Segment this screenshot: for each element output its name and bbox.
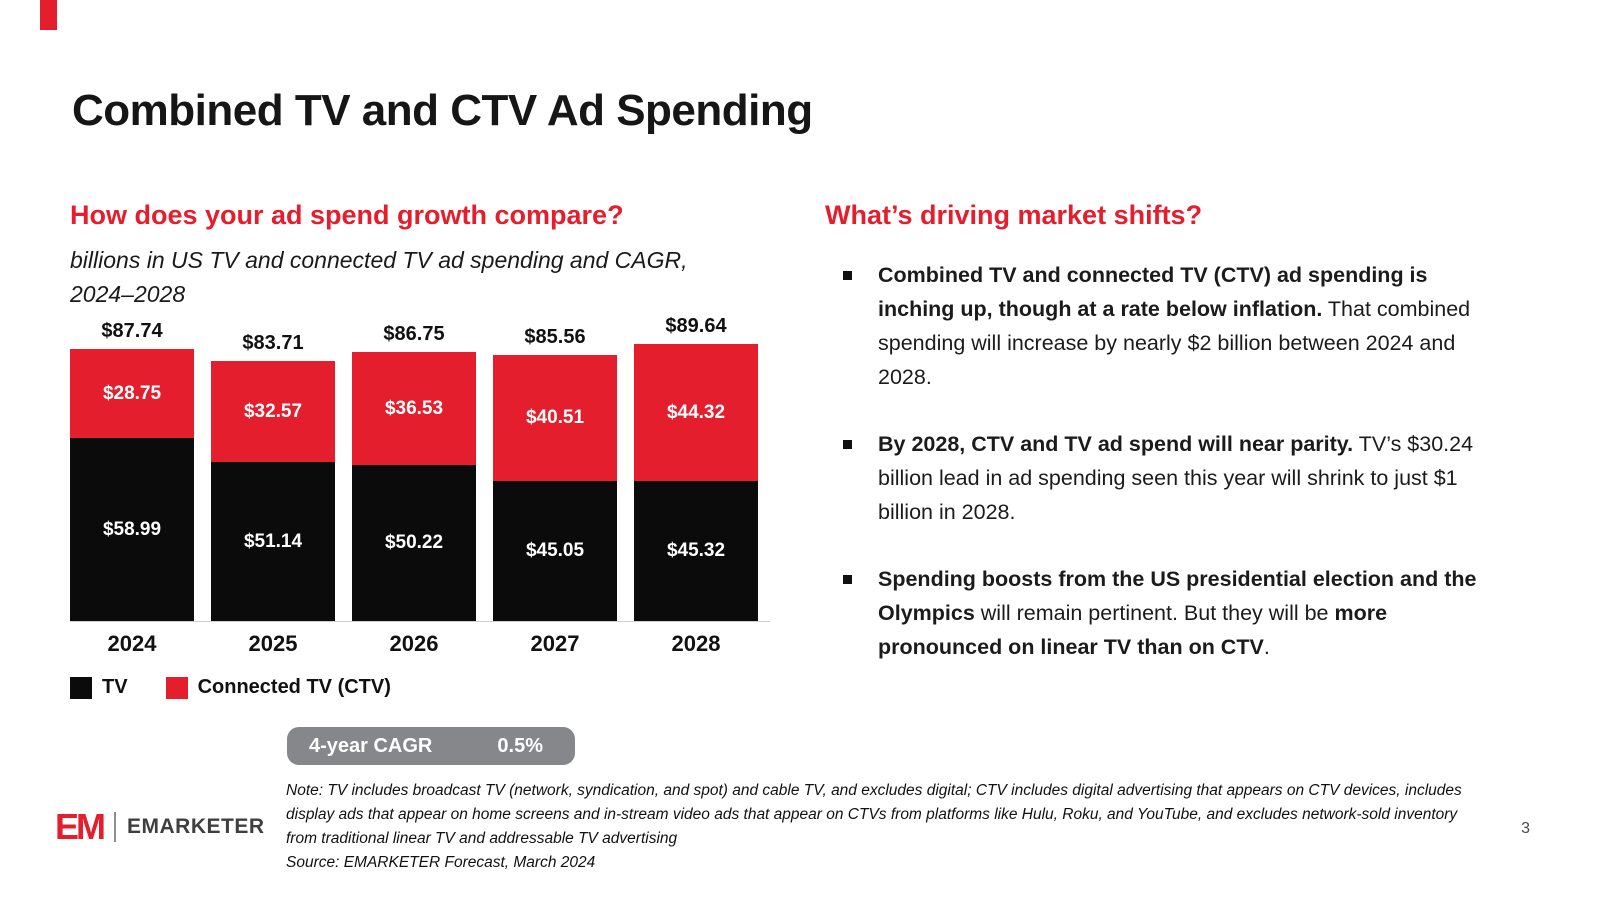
bar-segment-tv: $45.32 bbox=[634, 481, 758, 621]
bullet-text: By 2028, CTV and TV ad spend will near p… bbox=[878, 427, 1505, 529]
bullet-item: Spending boosts from the US presidential… bbox=[843, 562, 1505, 664]
stacked-bar-chart: $87.74 $28.75 $58.99 $83.71 $32.57 $51.14 $86.… bbox=[70, 312, 770, 657]
bar-segment-ctv: $40.51 bbox=[493, 355, 617, 481]
legend-item-tv: TV bbox=[70, 676, 128, 699]
bullet-normal: . bbox=[1263, 635, 1270, 659]
bullet-item: Combined TV and connected TV (CTV) ad sp… bbox=[843, 258, 1505, 394]
x-axis-label: 2024 bbox=[107, 631, 157, 656]
page-title: Combined TV and CTV Ad Spending bbox=[72, 86, 813, 135]
bar-segment-tv: $50.22 bbox=[352, 465, 476, 621]
cagr-label: 4-year CAGR bbox=[309, 734, 433, 757]
bar-column-2026: $86.75 $36.53 $50.22 bbox=[352, 323, 476, 621]
bar-total-label: $87.74 bbox=[101, 320, 163, 342]
bar-segment-ctv: $32.57 bbox=[211, 361, 335, 462]
page-number: 3 bbox=[1521, 820, 1530, 837]
bar-column-2027: $85.56 $40.51 $45.05 bbox=[493, 326, 617, 621]
legend-item-ctv: Connected TV (CTV) bbox=[165, 676, 391, 699]
cagr-pill: 4-year CAGR 0.5% bbox=[287, 727, 575, 765]
bullet-text: Combined TV and connected TV (CTV) ad sp… bbox=[878, 258, 1505, 394]
bar-total-label: $83.71 bbox=[242, 332, 304, 354]
legend-swatch-ctv bbox=[165, 676, 188, 699]
bullet-normal: That combined spending will increase by … bbox=[878, 297, 1471, 389]
bar-total-label: $89.64 bbox=[665, 315, 727, 337]
bullet-bold: Spending boosts from the US presidential… bbox=[878, 567, 1477, 625]
bar-segment-tv: $51.14 bbox=[211, 462, 335, 621]
bullet-marker-icon bbox=[843, 440, 852, 449]
logo-mark: EM bbox=[55, 806, 106, 847]
red-corner-mark bbox=[40, 0, 57, 30]
bullet-item: By 2028, CTV and TV ad spend will near p… bbox=[843, 427, 1505, 529]
legend-label-tv: TV bbox=[102, 676, 128, 698]
cagr-value: 0.5% bbox=[497, 734, 543, 757]
bar-segment-ctv: $28.75 bbox=[70, 349, 194, 438]
bar-total-label: $86.75 bbox=[383, 323, 445, 345]
x-axis-label: 2026 bbox=[389, 631, 439, 656]
bullet-bold: Combined TV and connected TV (CTV) ad sp… bbox=[878, 263, 1428, 321]
bar-segment-ctv: $36.53 bbox=[352, 352, 476, 465]
logo-wordmark: EMARKETER bbox=[127, 815, 265, 838]
chart-legend: TV Connected TV (CTV) bbox=[70, 676, 391, 699]
bullet-bold: By 2028, CTV and TV ad spend will near p… bbox=[878, 432, 1354, 456]
bullet-normal: will remain pertinent. But they will be bbox=[974, 601, 1335, 625]
x-axis-label: 2025 bbox=[248, 631, 298, 656]
bar-total-label: $85.56 bbox=[524, 326, 586, 348]
insights-heading: What’s driving market shifts? bbox=[825, 200, 1203, 230]
x-axis-label: 2028 bbox=[671, 631, 721, 656]
bullet-marker-icon bbox=[843, 271, 852, 280]
bar-column-2028: $89.64 $44.32 $45.32 bbox=[634, 315, 758, 621]
bullet-list: Combined TV and connected TV (CTV) ad sp… bbox=[843, 258, 1505, 697]
bullet-text: Spending boosts from the US presidential… bbox=[878, 562, 1505, 664]
chart-subtitle: billions in US TV and connected TV ad sp… bbox=[70, 247, 688, 307]
bar-chart-plot-area: $87.74 $28.75 $58.99 $83.71 $32.57 $51.14 $86.… bbox=[70, 312, 770, 622]
logo-divider bbox=[114, 812, 116, 842]
bar-segment-tv: $58.99 bbox=[70, 438, 194, 621]
legend-label-ctv: Connected TV (CTV) bbox=[197, 676, 391, 698]
footer-note: Note: TV includes broadcast TV (network,… bbox=[286, 782, 1462, 847]
x-axis-label: 2027 bbox=[530, 631, 580, 656]
bar-segment-tv: $45.05 bbox=[493, 481, 617, 621]
bullet-marker-icon bbox=[843, 575, 852, 584]
emarketer-logo: EM EMARKETER bbox=[55, 806, 265, 848]
footer: Note: TV includes broadcast TV (network,… bbox=[286, 779, 1491, 875]
bar-column-2025: $83.71 $32.57 $51.14 bbox=[211, 332, 335, 621]
legend-swatch-tv bbox=[70, 676, 92, 699]
bullet-bold: more pronounced on linear TV than on CTV bbox=[878, 601, 1388, 659]
footer-source: Source: EMARKETER Forecast, March 2024 bbox=[286, 854, 596, 871]
bar-segment-ctv: $44.32 bbox=[634, 344, 758, 481]
bullet-normal: TV’s $30.24 billion lead in ad spending … bbox=[878, 432, 1474, 524]
bar-column-2024: $87.74 $28.75 $58.99 bbox=[70, 320, 194, 621]
chart-heading: How does your ad spend growth compare? bbox=[70, 200, 624, 230]
x-axis: 2024 2025 2026 2027 2028 bbox=[70, 631, 770, 657]
